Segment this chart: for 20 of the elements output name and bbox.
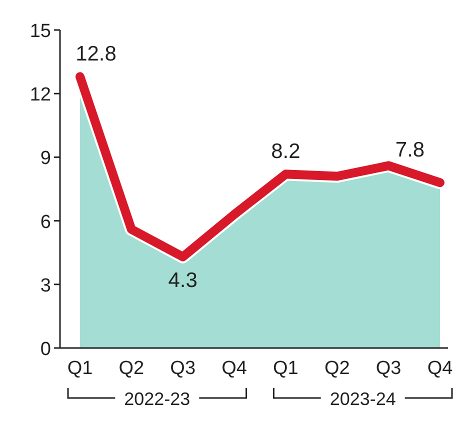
y-tick-label: 15 — [30, 21, 51, 42]
y-tick-label: 3 — [40, 275, 51, 296]
x-tick-label: Q4 — [222, 358, 248, 379]
y-tick-label: 0 — [40, 339, 51, 360]
x-tick-label: Q2 — [324, 358, 350, 379]
data-label: 4.3 — [168, 268, 198, 292]
y-tick-label: 6 — [40, 212, 51, 233]
y-tick-label: 9 — [40, 148, 51, 170]
x-tick-label: Q2 — [118, 358, 144, 379]
text: 2022-23 — [124, 389, 190, 409]
x-tick-label: Q4 — [427, 358, 454, 379]
x-tick-label: Q1 — [273, 358, 298, 379]
y-tick-label: 12 — [30, 84, 51, 106]
data-label: 12.8 — [76, 42, 116, 66]
text: 2023-24 — [330, 389, 396, 409]
data-label: 7.8 — [395, 138, 425, 162]
x-tick-label: Q3 — [376, 358, 402, 379]
x-tick-label: Q1 — [67, 358, 93, 379]
data-label: 8.2 — [271, 140, 300, 164]
x-tick-label: Q3 — [170, 358, 196, 379]
